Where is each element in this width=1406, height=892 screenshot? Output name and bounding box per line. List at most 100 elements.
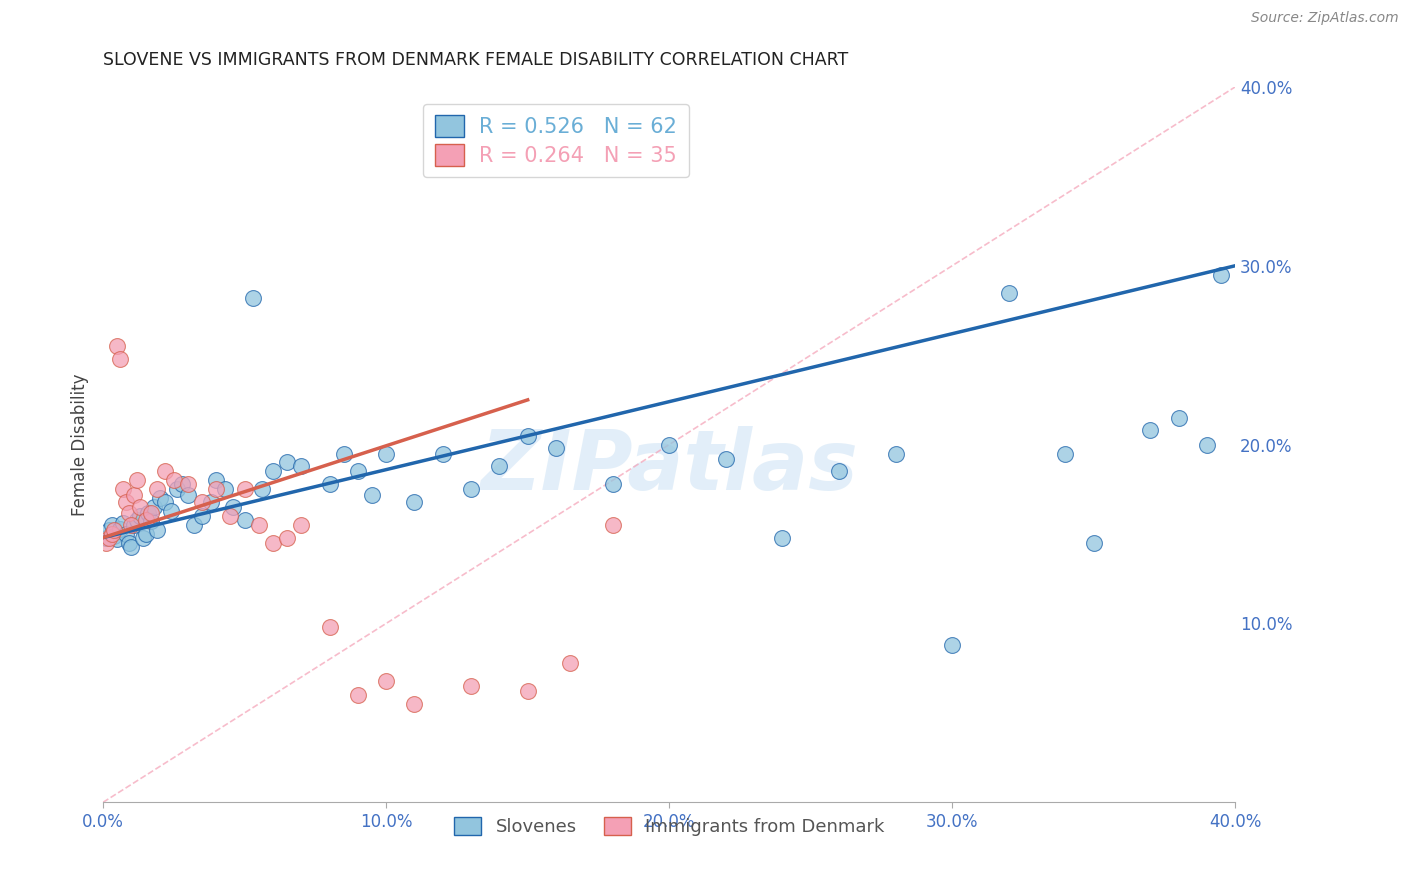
- Point: [177, 488, 200, 502]
- Point: [460, 483, 482, 497]
- Point: [1209, 268, 1232, 282]
- Point: [94, 531, 117, 545]
- Point: [222, 500, 245, 515]
- Point: [997, 285, 1019, 300]
- Point: [250, 483, 273, 497]
- Point: [177, 477, 200, 491]
- Point: [290, 458, 312, 473]
- Point: [941, 638, 963, 652]
- Point: [166, 483, 188, 497]
- Point: [404, 697, 426, 711]
- Point: [602, 518, 624, 533]
- Point: [516, 684, 538, 698]
- Point: [94, 536, 117, 550]
- Point: [432, 446, 454, 460]
- Point: [172, 477, 194, 491]
- Point: [602, 477, 624, 491]
- Point: [1054, 446, 1077, 460]
- Point: [200, 495, 222, 509]
- Point: [404, 495, 426, 509]
- Point: [276, 531, 298, 545]
- Point: [160, 504, 183, 518]
- Point: [117, 536, 139, 550]
- Point: [516, 428, 538, 442]
- Point: [127, 513, 149, 527]
- Point: [183, 518, 205, 533]
- Point: [100, 518, 122, 533]
- Point: [347, 688, 370, 702]
- Y-axis label: Female Disability: Female Disability: [72, 374, 89, 516]
- Point: [135, 513, 157, 527]
- Point: [361, 488, 384, 502]
- Point: [262, 536, 284, 550]
- Point: [97, 524, 120, 538]
- Point: [129, 509, 152, 524]
- Point: [714, 451, 737, 466]
- Point: [205, 474, 228, 488]
- Point: [114, 495, 136, 509]
- Point: [122, 518, 145, 533]
- Point: [233, 513, 256, 527]
- Point: [114, 527, 136, 541]
- Point: [884, 446, 907, 460]
- Point: [1195, 437, 1218, 451]
- Point: [558, 656, 581, 670]
- Point: [122, 488, 145, 502]
- Point: [141, 515, 163, 529]
- Point: [146, 524, 169, 538]
- Text: ZIPatlas: ZIPatlas: [481, 425, 858, 507]
- Point: [332, 446, 354, 460]
- Point: [120, 540, 142, 554]
- Point: [242, 291, 264, 305]
- Point: [233, 483, 256, 497]
- Point: [132, 531, 155, 545]
- Point: [143, 500, 166, 515]
- Point: [191, 495, 214, 509]
- Point: [117, 506, 139, 520]
- Point: [103, 524, 125, 538]
- Point: [111, 483, 134, 497]
- Point: [460, 679, 482, 693]
- Point: [290, 518, 312, 533]
- Point: [488, 458, 510, 473]
- Point: [105, 533, 128, 547]
- Point: [97, 531, 120, 545]
- Point: [318, 477, 340, 491]
- Point: [155, 495, 177, 509]
- Point: [100, 527, 122, 541]
- Point: [141, 506, 163, 520]
- Point: [375, 673, 398, 688]
- Point: [155, 464, 177, 478]
- Point: [1167, 410, 1189, 425]
- Point: [219, 509, 242, 524]
- Point: [1083, 536, 1105, 550]
- Point: [163, 474, 186, 488]
- Point: [127, 474, 149, 488]
- Point: [247, 518, 270, 533]
- Point: [129, 500, 152, 515]
- Point: [135, 527, 157, 541]
- Point: [276, 455, 298, 469]
- Point: [1139, 423, 1161, 437]
- Point: [138, 506, 160, 520]
- Point: [111, 516, 134, 531]
- Point: [347, 464, 370, 478]
- Point: [108, 351, 131, 366]
- Point: [262, 464, 284, 478]
- Point: [108, 522, 131, 536]
- Point: [205, 483, 228, 497]
- Point: [658, 437, 681, 451]
- Text: SLOVENE VS IMMIGRANTS FROM DENMARK FEMALE DISABILITY CORRELATION CHART: SLOVENE VS IMMIGRANTS FROM DENMARK FEMAL…: [103, 51, 848, 69]
- Legend: Slovenes, Immigrants from Denmark: Slovenes, Immigrants from Denmark: [447, 810, 891, 843]
- Point: [318, 620, 340, 634]
- Point: [105, 339, 128, 353]
- Point: [770, 531, 793, 545]
- Point: [103, 529, 125, 543]
- Point: [120, 518, 142, 533]
- Point: [214, 483, 236, 497]
- Point: [149, 491, 172, 506]
- Point: [191, 509, 214, 524]
- Point: [375, 446, 398, 460]
- Text: Source: ZipAtlas.com: Source: ZipAtlas.com: [1251, 11, 1399, 25]
- Point: [544, 441, 567, 455]
